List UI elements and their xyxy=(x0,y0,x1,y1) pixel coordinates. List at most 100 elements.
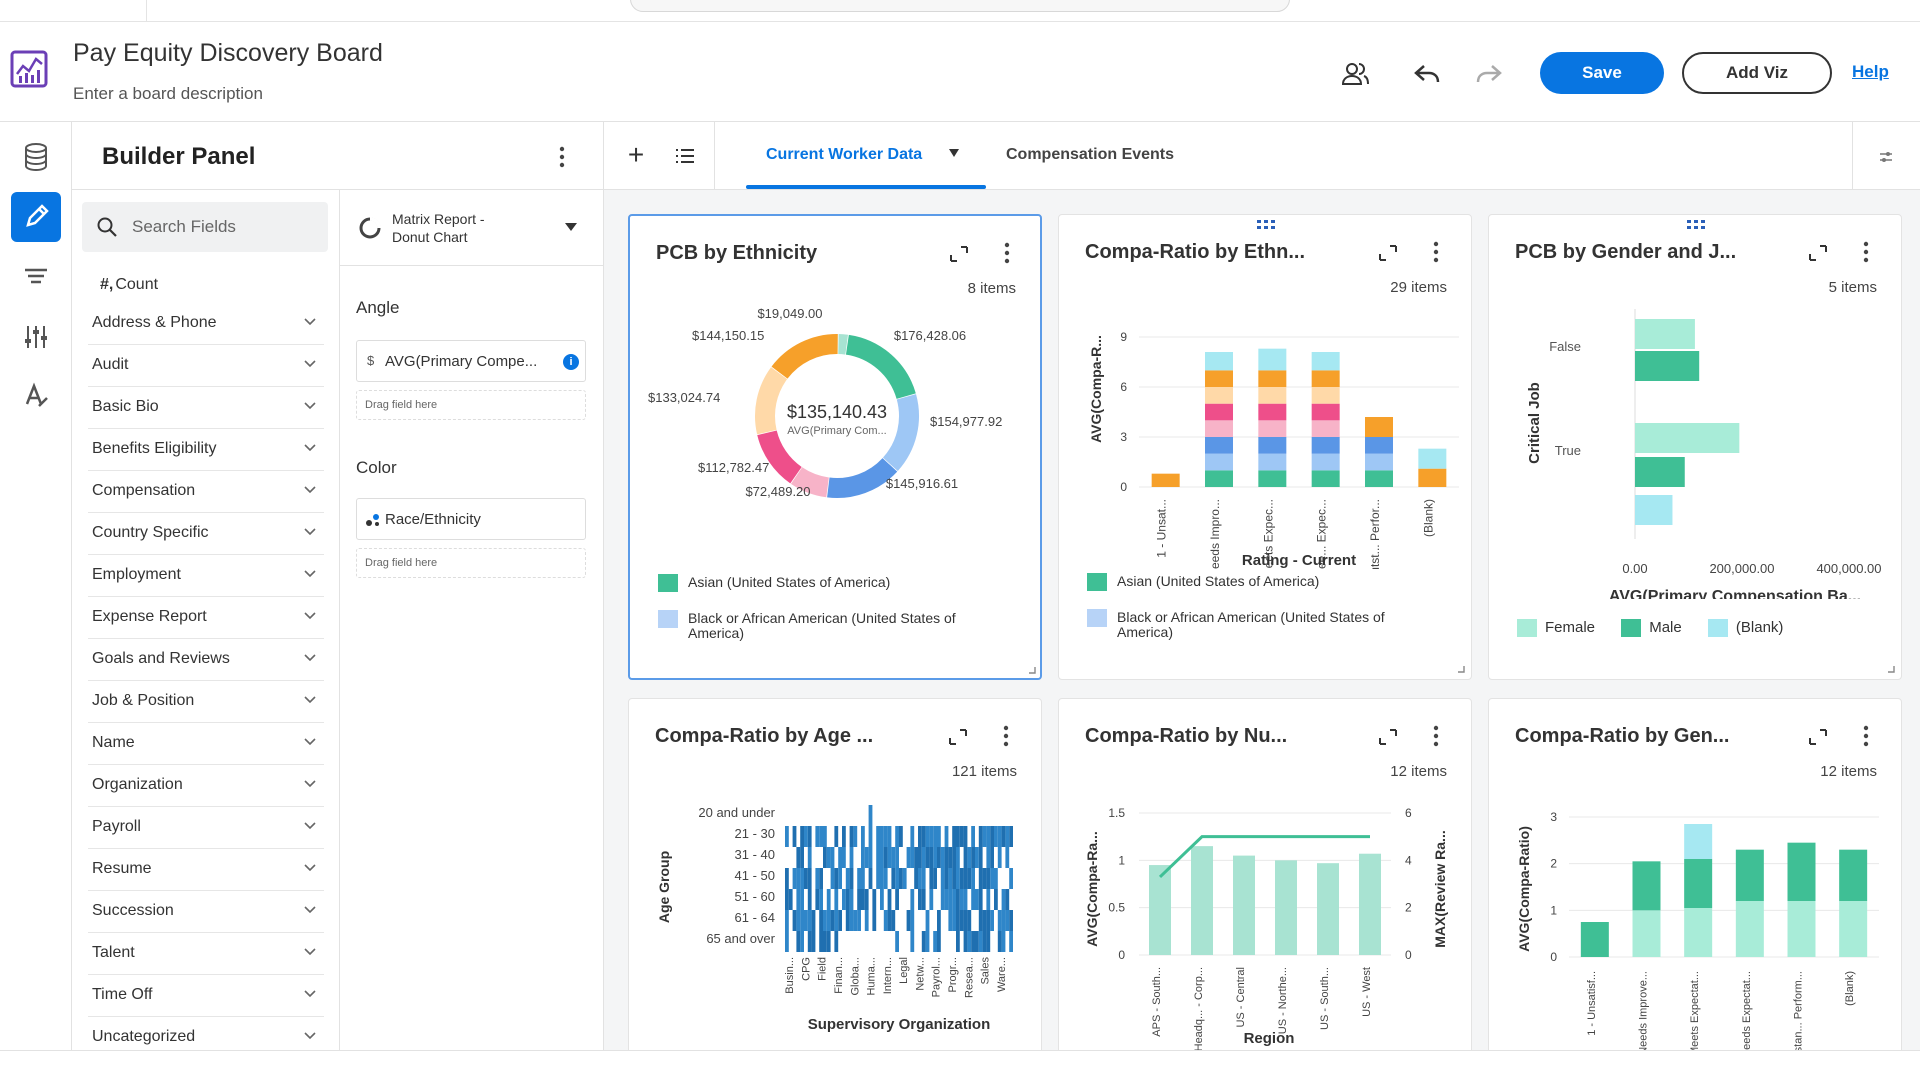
count-field[interactable]: #, Count xyxy=(100,276,158,294)
field-group-row[interactable]: Time Off xyxy=(88,975,324,1017)
field-group-row[interactable]: Benefits Eligibility xyxy=(88,429,324,471)
field-group-row[interactable]: Uncategorized xyxy=(88,1017,324,1050)
heat-cell xyxy=(986,931,991,952)
drag-grip-icon[interactable] xyxy=(1255,219,1277,231)
add-tab-icon[interactable]: + xyxy=(627,139,645,170)
page-title[interactable]: Pay Equity Discovery Board xyxy=(73,39,383,67)
heat-cell xyxy=(910,889,915,910)
info-icon[interactable]: i xyxy=(563,354,579,370)
card-kebab-icon[interactable] xyxy=(1861,724,1871,748)
resize-handle-icon[interactable] xyxy=(1457,665,1465,673)
field-group-row[interactable]: Address & Phone xyxy=(88,303,324,345)
share-users-icon[interactable] xyxy=(1340,59,1370,89)
resize-handle-icon[interactable] xyxy=(1028,666,1036,674)
x-tick-label: 2 - Needs Impro... xyxy=(1208,499,1222,569)
field-group-row[interactable]: Organization xyxy=(88,765,324,807)
card-title: Compa-Ratio by Gen... xyxy=(1515,725,1730,747)
viz-type-select[interactable]: Matrix Report - Donut Chart xyxy=(340,190,604,266)
heat-cell xyxy=(868,805,873,826)
expand-icon[interactable] xyxy=(1807,243,1829,263)
expand-icon[interactable] xyxy=(1807,727,1829,747)
heat-cell xyxy=(868,868,873,889)
card-kebab-icon[interactable] xyxy=(1001,724,1011,748)
card-pcb-by-ethnicity[interactable]: PCB by Ethnicity 8 items $19,049.00 $176,… xyxy=(628,214,1042,680)
field-group-label: Expense Report xyxy=(92,608,207,625)
drag-grip-icon[interactable] xyxy=(1685,219,1707,231)
card-compa-ratio-by-age[interactable]: Compa-Ratio by Age ... 121 items 20 and … xyxy=(628,698,1042,1058)
pencil-icon[interactable] xyxy=(11,192,61,242)
expand-icon[interactable] xyxy=(1377,727,1399,747)
save-button[interactable]: Save xyxy=(1540,52,1664,94)
filter-icon[interactable] xyxy=(11,252,61,302)
heat-cell xyxy=(914,847,918,868)
search-input[interactable] xyxy=(132,214,312,240)
field-group-row[interactable]: Payroll xyxy=(88,807,324,849)
builder-kebab-icon[interactable] xyxy=(552,144,572,170)
bar-segment xyxy=(1311,352,1340,371)
heat-cell xyxy=(800,931,804,952)
slice-label: $176,428.06 xyxy=(894,328,966,343)
card-kebab-icon[interactable] xyxy=(1431,724,1441,748)
collapse-icon[interactable] xyxy=(1878,150,1894,164)
format-icon[interactable] xyxy=(11,372,61,422)
heat-cell xyxy=(849,847,854,868)
card-kebab-icon[interactable] xyxy=(1002,241,1012,265)
bar xyxy=(1635,319,1695,349)
field-group-row[interactable]: Basic Bio xyxy=(88,387,324,429)
legend-item[interactable]: Male xyxy=(1621,619,1682,638)
heat-cell xyxy=(1009,868,1013,889)
heat-cell xyxy=(929,847,934,868)
board-description[interactable]: Enter a board description xyxy=(73,84,263,103)
expand-icon[interactable] xyxy=(1377,243,1399,263)
field-group-row[interactable]: Compensation xyxy=(88,471,324,513)
card-kebab-icon[interactable] xyxy=(1861,240,1871,264)
tab-compensation-events[interactable]: Compensation Events xyxy=(1006,146,1175,163)
field-group-row[interactable]: Audit xyxy=(88,345,324,387)
card-compa-ratio-by-ethnicity[interactable]: Compa-Ratio by Ethn... 29 items 0 3 6 9 1 - … xyxy=(1058,214,1472,680)
color-drop-zone[interactable]: Drag field here xyxy=(356,548,586,578)
field-group-label: Address & Phone xyxy=(92,314,217,331)
redo-icon[interactable] xyxy=(1474,59,1504,89)
card-kebab-icon[interactable] xyxy=(1431,240,1441,264)
legend-item[interactable]: (Blank) xyxy=(1707,619,1783,638)
expand-icon[interactable] xyxy=(947,727,969,747)
field-group-label: Goals and Reviews xyxy=(92,650,230,667)
card-compa-ratio-by-gender[interactable]: Compa-Ratio by Gen... 12 items 0 1 2 3 1 - U… xyxy=(1488,698,1902,1058)
top-search-pill[interactable] xyxy=(630,0,1290,12)
color-field-pill[interactable]: Race/Ethnicity xyxy=(356,498,586,540)
list-icon[interactable] xyxy=(674,146,696,166)
heat-cell xyxy=(796,847,801,868)
undo-icon[interactable] xyxy=(1412,59,1442,89)
bar xyxy=(1635,423,1740,453)
heat-cell xyxy=(978,910,983,931)
resize-handle-icon[interactable] xyxy=(1887,665,1895,673)
field-group-row[interactable]: Employment xyxy=(88,555,324,597)
legend-item[interactable]: Female xyxy=(1517,619,1595,638)
sliders-icon[interactable] xyxy=(11,312,61,362)
tab-current-worker-data[interactable]: Current Worker Data xyxy=(766,146,923,163)
add-viz-button[interactable]: Add Viz xyxy=(1682,52,1832,94)
bar xyxy=(1233,855,1255,955)
field-group-row[interactable]: Name xyxy=(88,723,324,765)
field-group-row[interactable]: Expense Report xyxy=(88,597,324,639)
help-link[interactable]: Help xyxy=(1852,62,1889,81)
expand-icon[interactable] xyxy=(948,244,970,264)
heat-cell xyxy=(910,826,915,847)
heat-cell xyxy=(925,910,930,931)
field-group-row[interactable]: Goals and Reviews xyxy=(88,639,324,681)
y-tick-label: 21 - 30 xyxy=(735,826,775,841)
angle-drop-zone[interactable]: Drag field here xyxy=(356,390,586,420)
card-pcb-by-gender-and-job[interactable]: PCB by Gender and J... 5 items 0.00 200,0… xyxy=(1488,214,1902,680)
field-group-row[interactable]: Job & Position xyxy=(88,681,324,723)
field-group-row[interactable]: Resume xyxy=(88,849,324,891)
card-compa-ratio-by-number[interactable]: Compa-Ratio by Nu... 12 items 0 0.5 1 1.5 0 2… xyxy=(1058,698,1472,1058)
heat-cell xyxy=(963,826,968,847)
angle-field-pill[interactable]: $ AVG(Primary Compe... i xyxy=(356,340,586,382)
database-icon[interactable] xyxy=(11,132,61,182)
field-group-row[interactable]: Succession xyxy=(88,891,324,933)
tab-caret-icon[interactable] xyxy=(948,148,960,158)
field-group-label: Compensation xyxy=(92,482,196,499)
card-title: Compa-Ratio by Age ... xyxy=(655,725,874,747)
field-group-row[interactable]: Country Specific xyxy=(88,513,324,555)
field-group-row[interactable]: Talent xyxy=(88,933,324,975)
